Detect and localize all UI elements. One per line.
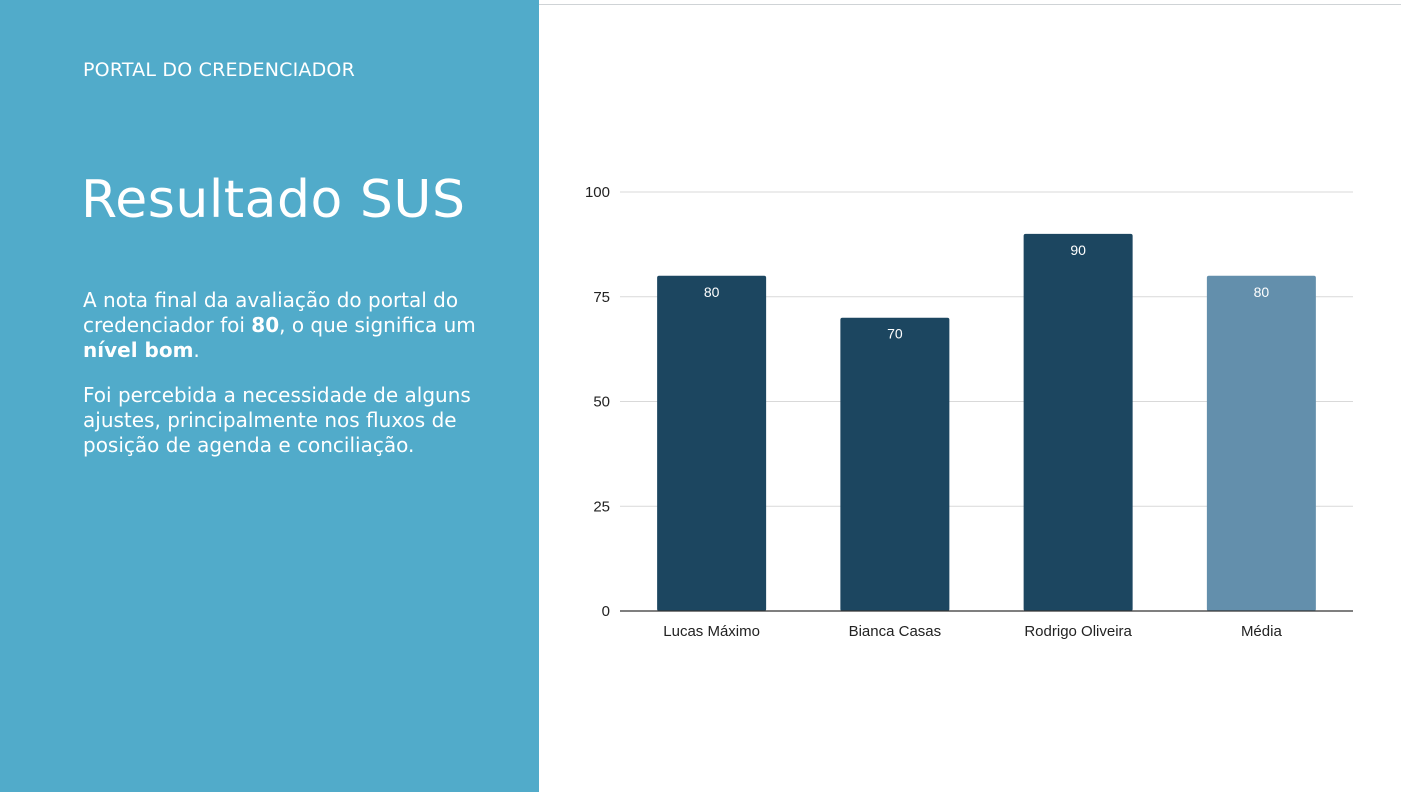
eyebrow-label: PORTAL DO CREDENCIADOR [83, 59, 355, 81]
x-tick-label: Rodrigo Oliveira [1024, 623, 1132, 640]
y-tick-label: 0 [602, 603, 610, 620]
summary-text-3: . [193, 338, 200, 362]
x-tick-label: Bianca Casas [849, 623, 942, 640]
summary-text-1: A nota final da avaliação do portal do c… [83, 288, 459, 337]
bar-chart: 0 25 50 75 100 80 Lucas Máximo 70 Bianca Casas 90… [585, 184, 1353, 640]
y-tick-label: 25 [593, 498, 610, 515]
y-tick-label: 50 [593, 394, 610, 411]
data-label: 90 [1070, 242, 1086, 258]
summary-score: 80 [251, 313, 280, 337]
y-tick-label: 100 [585, 184, 610, 201]
x-tick-label: Média [1241, 623, 1283, 640]
data-label: 80 [704, 284, 720, 300]
summary-paragraph: A nota final da avaliação do portal do c… [83, 288, 483, 363]
bar [840, 317, 950, 611]
slide-title: Resultado SUS [81, 170, 466, 230]
data-label: 70 [887, 326, 903, 342]
bar [1206, 275, 1316, 611]
data-label: 80 [1254, 284, 1270, 300]
findings-paragraph: Foi percebida a necessidade de alguns aj… [83, 383, 471, 457]
top-divider [539, 4, 1401, 5]
x-tick-label: Lucas Máximo [663, 623, 760, 640]
summary-level: nível bom [83, 338, 194, 362]
left-panel: PORTAL DO CREDENCIADOR Resultado SUS A n… [0, 0, 539, 792]
bar [657, 275, 767, 611]
summary-text-2: , o que significa um [279, 313, 476, 337]
bar [1023, 233, 1133, 611]
y-tick-label: 75 [593, 289, 610, 306]
